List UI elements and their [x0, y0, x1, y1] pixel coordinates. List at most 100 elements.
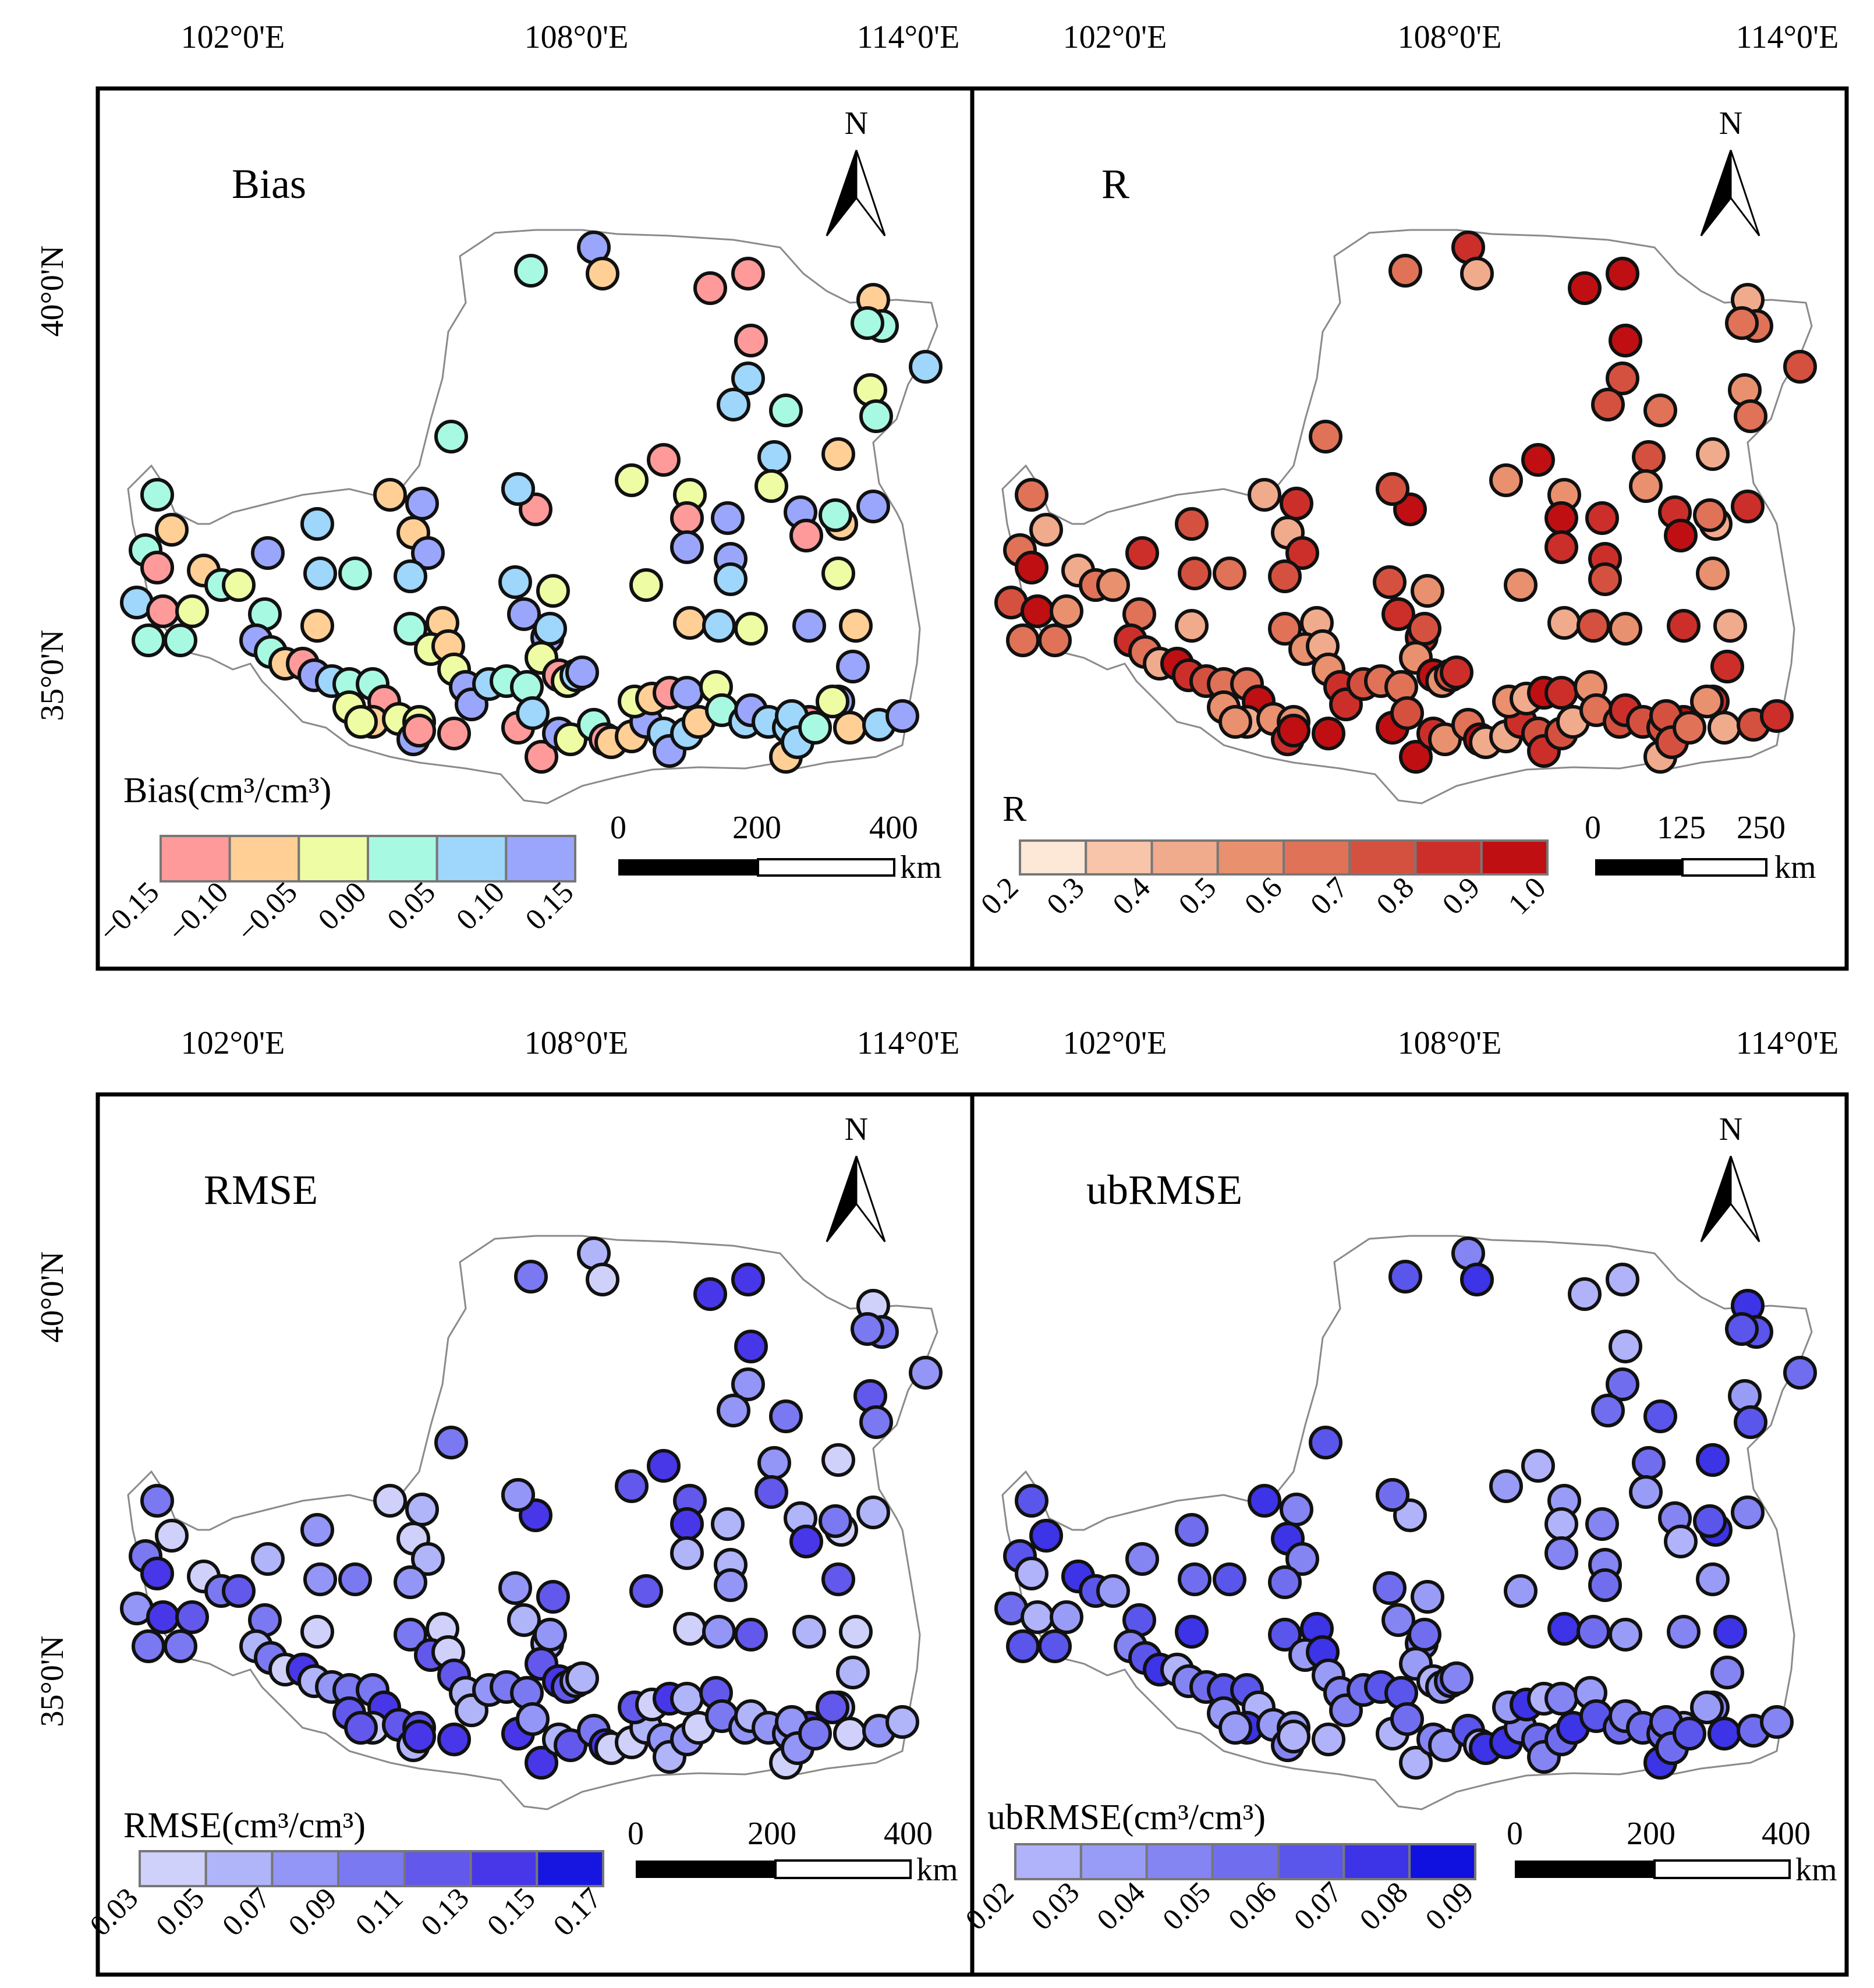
legend-tick-label: 0.03 — [84, 1881, 145, 1943]
legend-tick-label: 0.04 — [1091, 1876, 1152, 1937]
station-marker — [1696, 1562, 1730, 1596]
station-marker — [501, 472, 535, 506]
station-marker — [1591, 388, 1625, 421]
station-marker — [647, 443, 681, 477]
legend-swatch — [204, 1850, 274, 1887]
legend-swatches — [1019, 839, 1549, 876]
station-marker — [839, 609, 873, 643]
lon-label-102: 102°0'E — [181, 1025, 285, 1061]
legend-tick-label: 0.8 — [1370, 871, 1420, 921]
lat-label-40: 40°0'N — [34, 1252, 70, 1343]
legend-swatch — [435, 835, 508, 883]
station-marker — [1504, 568, 1538, 602]
station-marker — [222, 568, 256, 602]
station-marker — [1673, 711, 1706, 745]
station-marker — [411, 536, 445, 570]
region-boundary — [1001, 229, 1813, 805]
legend-swatch — [1145, 1843, 1214, 1880]
station-marker — [615, 463, 649, 497]
station-marker — [507, 1603, 541, 1637]
legend-swatch — [139, 1850, 207, 1887]
station-marker — [1734, 399, 1767, 433]
station-marker — [1050, 1600, 1083, 1634]
region-boundary — [1001, 1235, 1813, 1810]
station-marker — [1248, 1484, 1281, 1518]
station-marker — [1175, 507, 1209, 541]
station-marker — [1643, 1399, 1677, 1433]
station-marker — [405, 487, 439, 520]
station-marker — [146, 1600, 180, 1634]
station-marker — [402, 1720, 436, 1753]
scale-bar-white — [757, 858, 895, 877]
station-marker — [394, 1565, 427, 1599]
station-marker — [1309, 420, 1342, 453]
station-marker — [1664, 519, 1698, 552]
scale-unit: km — [1795, 1852, 1837, 1888]
legend-tick-label: 0.7 — [1304, 871, 1354, 921]
station-marker — [140, 1484, 174, 1518]
station-marker — [507, 597, 541, 631]
station-marker — [629, 1574, 663, 1608]
station-marker — [1015, 551, 1048, 584]
legend-swatch — [228, 835, 300, 883]
station-marker — [714, 562, 748, 596]
station-marker — [516, 696, 550, 730]
legend-swatch — [505, 835, 576, 883]
station-marker — [1408, 1618, 1441, 1652]
station-marker — [1373, 1571, 1407, 1605]
legend-tick-label: 0.07 — [1288, 1876, 1349, 1937]
station-marker — [856, 1496, 890, 1529]
legend-tick-label: 0.5 — [1172, 871, 1223, 921]
station-marker — [338, 1562, 372, 1596]
station-marker — [1609, 324, 1642, 357]
station-marker — [1489, 1469, 1523, 1503]
panel-title: Bias — [232, 161, 306, 207]
station-marker — [1408, 612, 1441, 646]
legend: ubRMSE(cm³/cm³) 0.02 0.03 0.04 0.05 0.06 0.07… — [959, 1798, 1480, 1937]
north-arrow-icon — [826, 1156, 858, 1242]
station-marker — [673, 1612, 707, 1646]
station-marker — [1731, 1496, 1765, 1529]
station-marker — [731, 257, 765, 290]
scale-tick-2: 400 — [884, 1816, 933, 1852]
station-marker — [1591, 1394, 1625, 1427]
station-marker — [1268, 559, 1302, 593]
legend-tick-label: 0.09 — [1419, 1876, 1480, 1937]
station-marker — [859, 399, 893, 433]
panel-r: 102°0'E 108°0'E 114°0'E R N R 0.2 0.3 0.4 0… — [970, 19, 1849, 971]
station-marker — [1312, 717, 1345, 750]
station-marker — [731, 362, 765, 395]
station-marker — [1248, 478, 1281, 512]
station-marker — [251, 536, 285, 570]
scale-tick-2: 400 — [869, 810, 918, 846]
station-marker — [1411, 574, 1444, 608]
legend-ticks: 0.02 0.03 0.04 0.05 0.06 0.07 0.08 0.09 — [959, 1876, 1480, 1937]
legend-swatch — [1348, 839, 1417, 876]
station-marker — [536, 574, 570, 608]
legend-title: RMSE(cm³/cm³) — [123, 1806, 366, 1845]
station-marker — [647, 1449, 681, 1483]
panel-title: RMSE — [204, 1167, 318, 1213]
legend-swatch — [160, 835, 231, 883]
scale-tick-1: 200 — [748, 1816, 796, 1852]
lon-label-114: 114°0'E — [1736, 1025, 1839, 1061]
station-marker — [1725, 1312, 1759, 1346]
station-marker — [402, 714, 436, 747]
scale-unit: km — [916, 1852, 958, 1888]
station-marker — [734, 324, 768, 357]
legend-swatches — [160, 835, 576, 883]
station-marker — [1399, 1746, 1433, 1780]
legend-ticks: 0.03 0.05 0.07 0.09 0.11 0.13 0.15 0.17 — [84, 1881, 608, 1943]
station-marker — [1440, 655, 1473, 689]
station-marker — [1015, 478, 1048, 512]
north-arrow-icon — [1700, 150, 1732, 236]
station-marker — [1388, 1260, 1422, 1294]
station-marker — [1021, 1600, 1054, 1634]
scale-bar-black — [1515, 1861, 1655, 1878]
lat-labels: 40°0'N 35°0'N — [34, 246, 70, 721]
station-marker — [1388, 254, 1422, 288]
scale-unit: km — [900, 849, 942, 885]
station-marker — [754, 1475, 788, 1509]
lat-label-40: 40°0'N — [34, 246, 70, 337]
station-marker — [1632, 440, 1666, 474]
